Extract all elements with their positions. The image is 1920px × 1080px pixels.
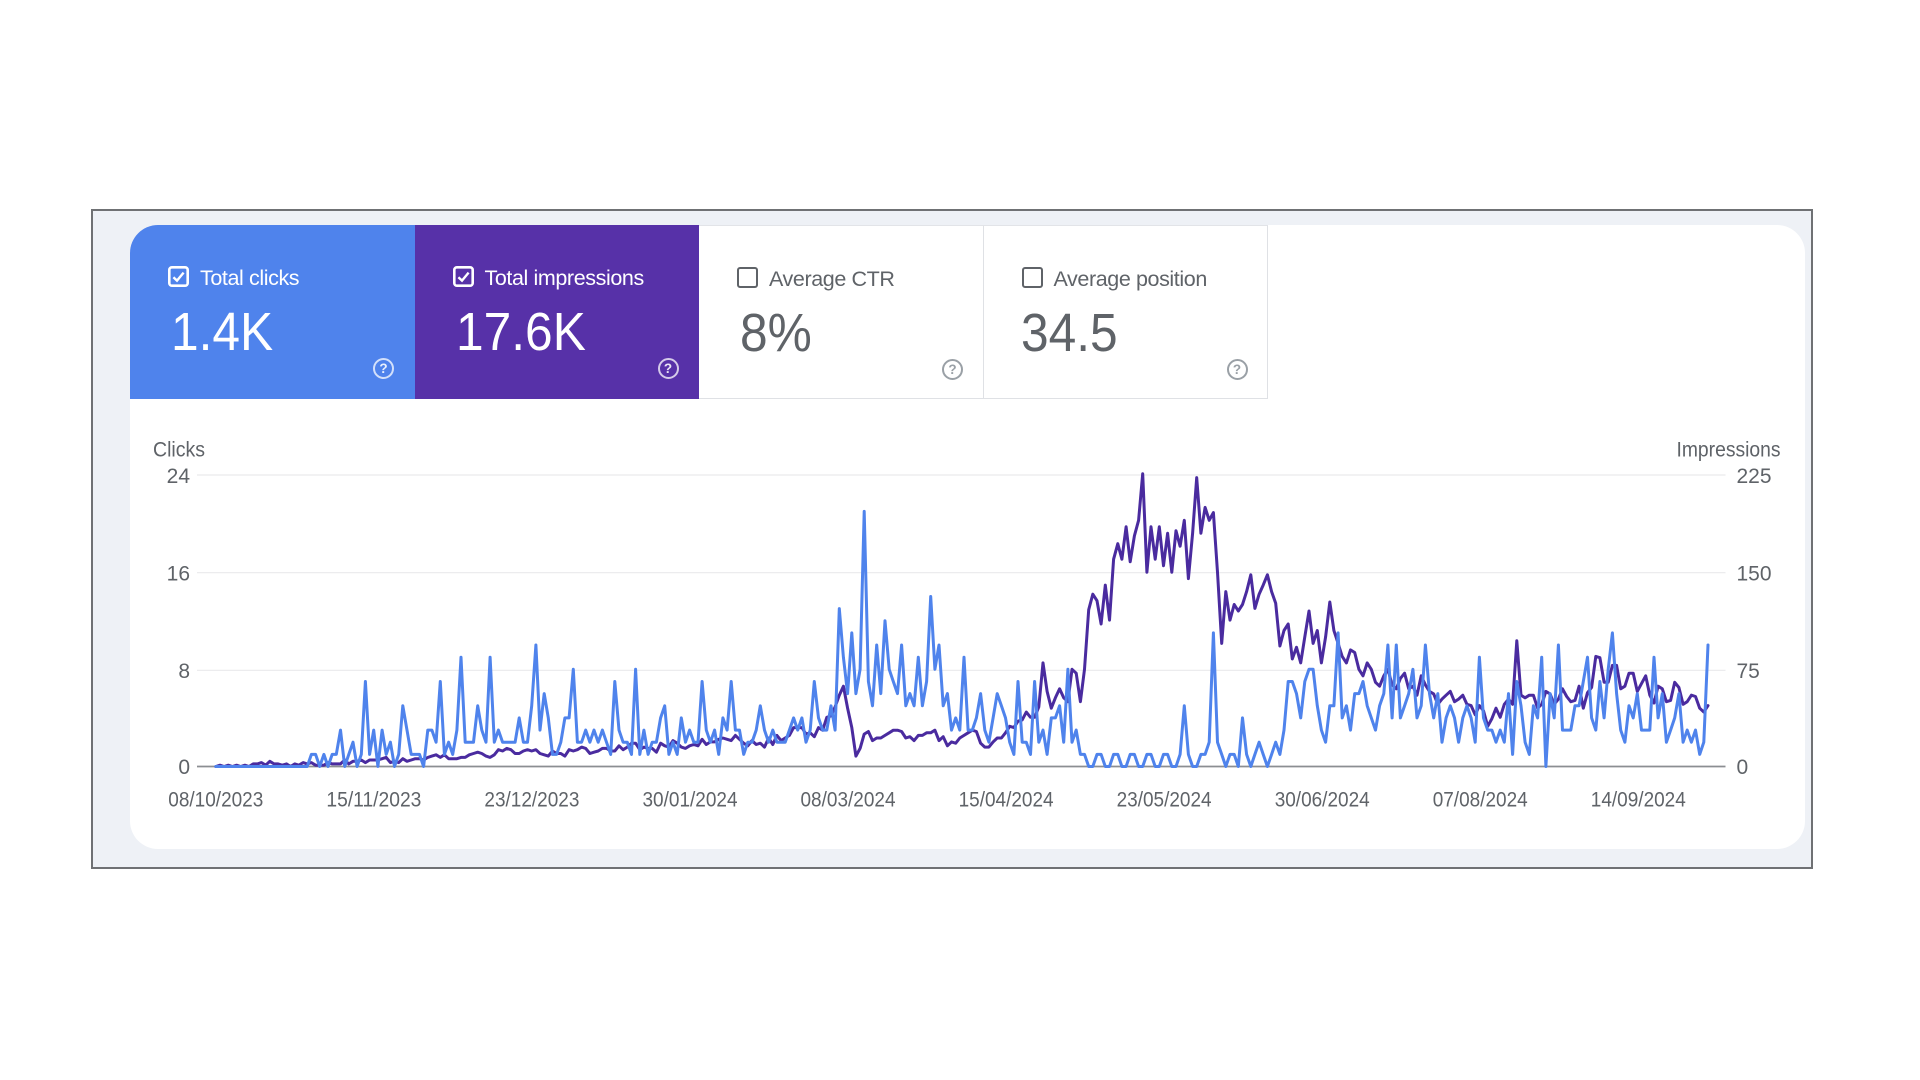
svg-text:23/12/2023: 23/12/2023	[484, 789, 579, 812]
svg-text:0: 0	[1737, 756, 1749, 779]
svg-text:14/09/2024: 14/09/2024	[1591, 789, 1686, 812]
svg-text:15/11/2023: 15/11/2023	[326, 789, 421, 812]
svg-text:225: 225	[1737, 465, 1772, 488]
svg-text:Clicks: Clicks	[153, 439, 205, 462]
svg-text:8: 8	[178, 660, 190, 683]
svg-text:0: 0	[178, 756, 190, 779]
svg-text:07/08/2024: 07/08/2024	[1433, 789, 1528, 812]
svg-text:30/01/2024: 30/01/2024	[643, 789, 738, 812]
svg-text:15/04/2024: 15/04/2024	[959, 789, 1054, 812]
svg-text:150: 150	[1737, 562, 1772, 585]
svg-text:16: 16	[167, 562, 190, 585]
svg-text:30/06/2024: 30/06/2024	[1275, 789, 1370, 812]
svg-text:23/05/2024: 23/05/2024	[1117, 789, 1212, 812]
svg-text:08/10/2023: 08/10/2023	[168, 789, 263, 812]
svg-text:Impressions: Impressions	[1677, 439, 1781, 462]
svg-text:08/03/2024: 08/03/2024	[801, 789, 896, 812]
svg-text:24: 24	[167, 465, 191, 488]
svg-text:75: 75	[1737, 660, 1760, 683]
